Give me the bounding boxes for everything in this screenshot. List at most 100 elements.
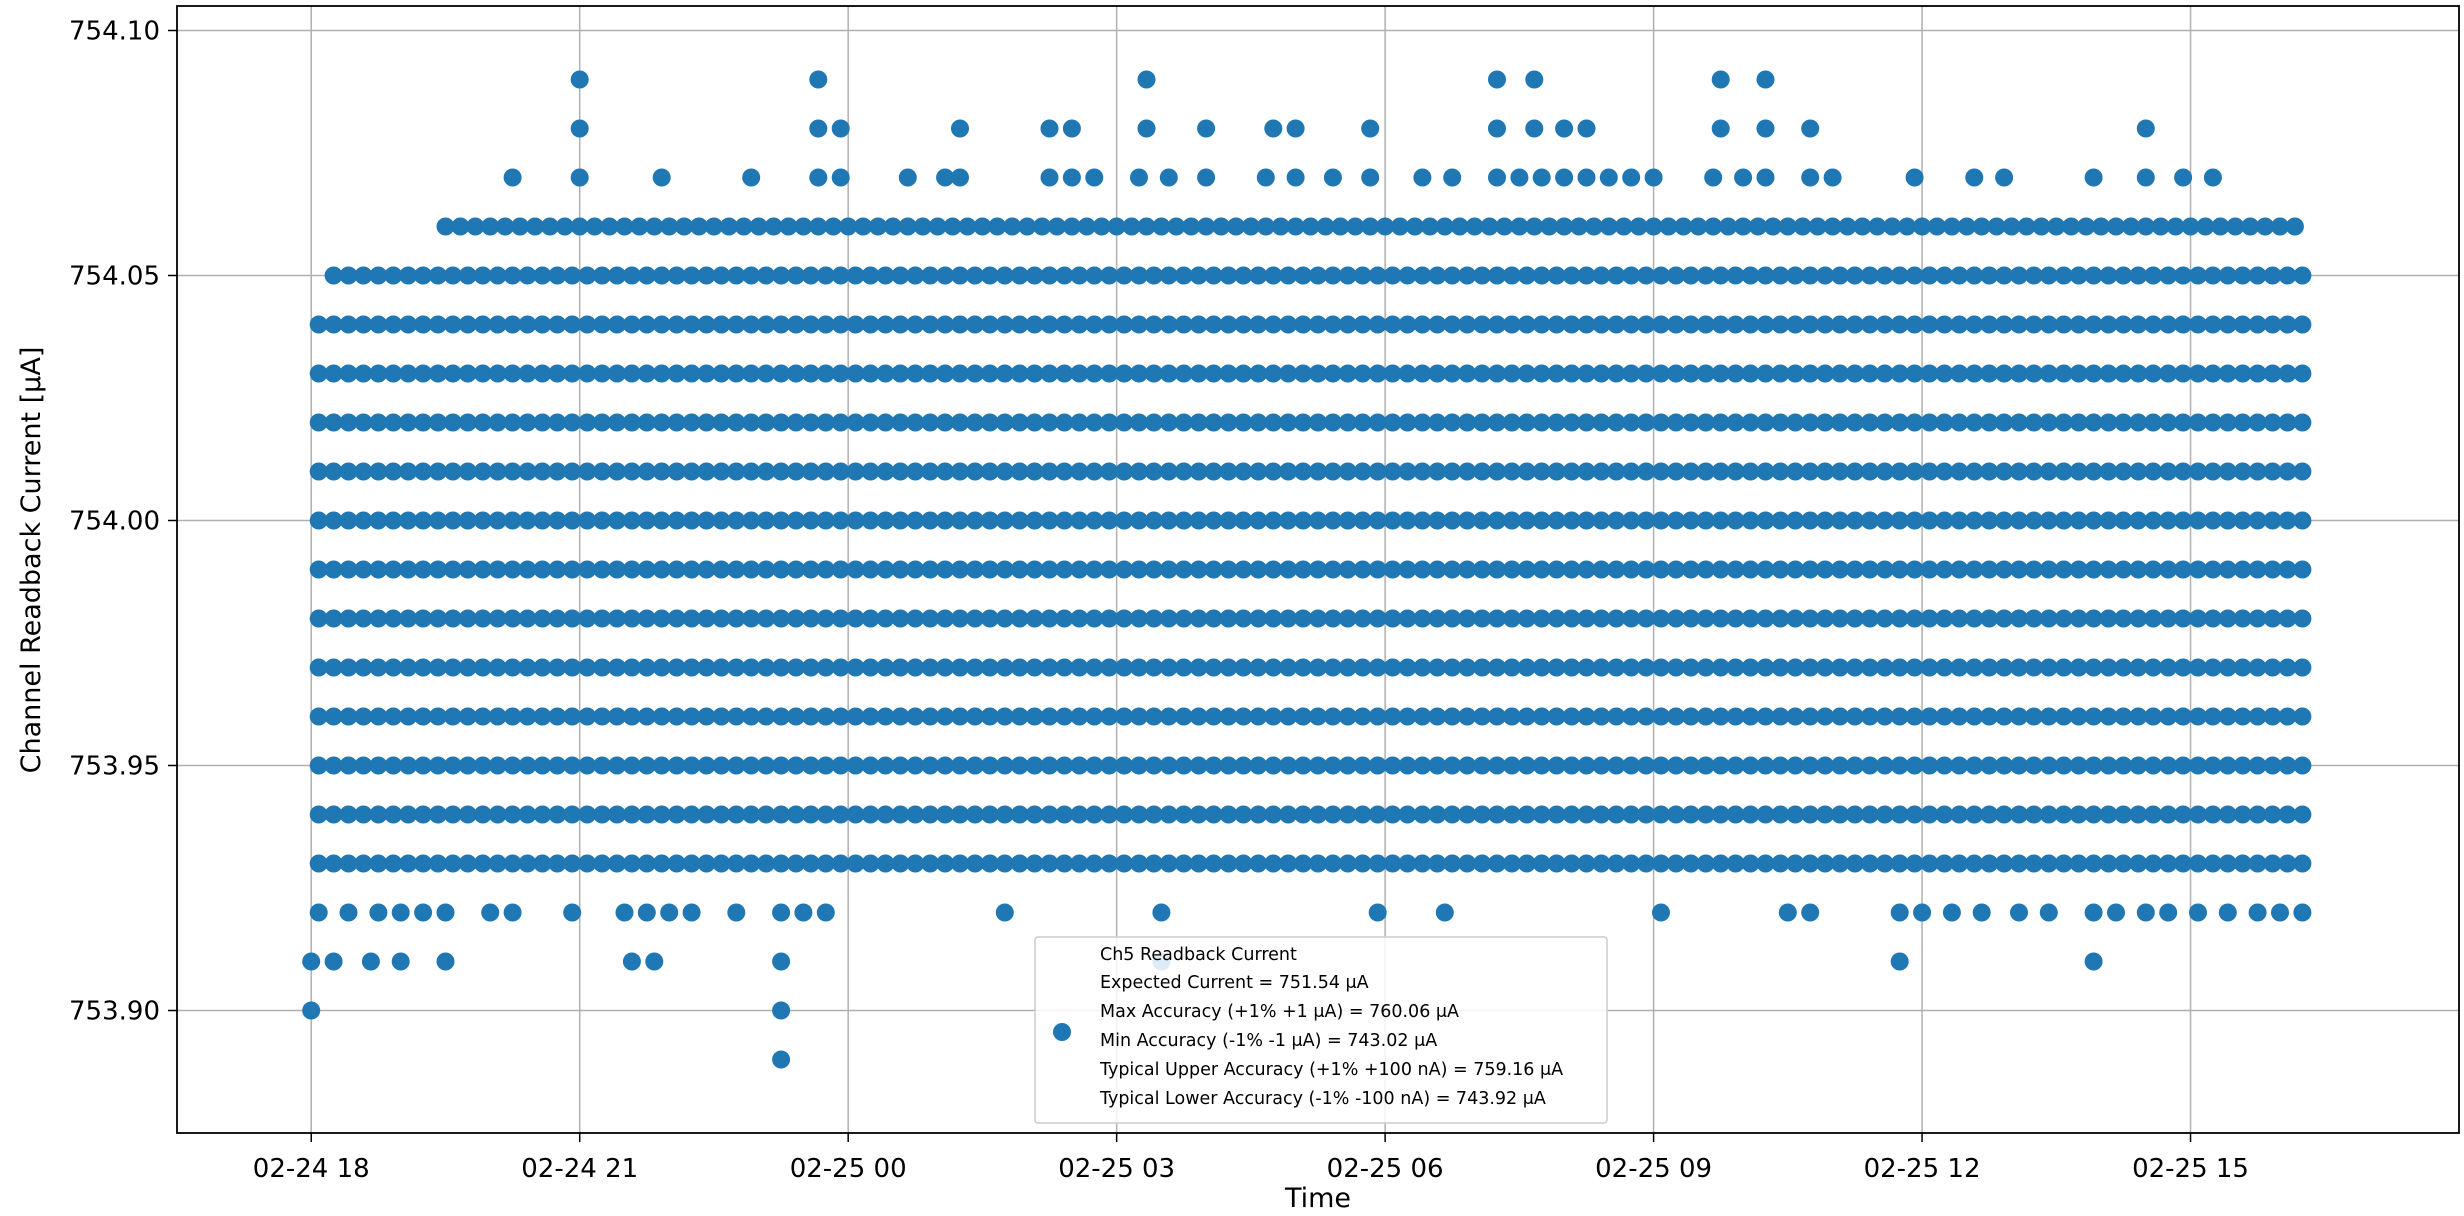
data-point bbox=[2039, 903, 2058, 922]
data-point bbox=[1965, 364, 1984, 383]
data-point bbox=[1353, 756, 1372, 775]
data-point bbox=[1577, 364, 1596, 383]
data-point bbox=[1249, 756, 1268, 775]
data-point bbox=[1562, 364, 1581, 383]
data-point bbox=[1726, 364, 1745, 383]
data-point bbox=[1010, 609, 1029, 628]
data-point bbox=[1905, 658, 1924, 677]
data-point bbox=[2084, 560, 2103, 579]
data-point bbox=[1473, 609, 1492, 628]
data-point bbox=[458, 413, 477, 432]
data-point bbox=[1756, 119, 1775, 138]
data-point bbox=[1338, 609, 1357, 628]
data-point bbox=[2114, 266, 2133, 285]
data-point bbox=[1294, 756, 1313, 775]
data-point bbox=[712, 756, 731, 775]
data-point bbox=[1174, 756, 1193, 775]
data-point bbox=[1965, 315, 1984, 334]
data-point bbox=[1204, 560, 1223, 579]
data-point bbox=[1234, 609, 1253, 628]
data-point bbox=[2039, 315, 2058, 334]
data-point bbox=[891, 756, 910, 775]
data-point bbox=[1085, 168, 1104, 187]
data-point bbox=[980, 462, 999, 481]
data-point bbox=[861, 364, 880, 383]
data-point bbox=[1353, 805, 1372, 824]
data-point bbox=[1577, 413, 1596, 432]
data-point bbox=[846, 805, 865, 824]
data-point bbox=[1144, 805, 1163, 824]
data-point bbox=[1055, 413, 1074, 432]
data-point bbox=[458, 609, 477, 628]
data-point bbox=[1309, 707, 1327, 726]
data-point bbox=[1831, 266, 1849, 285]
data-point bbox=[548, 462, 567, 481]
data-point bbox=[1219, 511, 1238, 530]
data-point bbox=[816, 266, 835, 285]
data-point bbox=[995, 511, 1014, 530]
data-point bbox=[1420, 217, 1439, 236]
data-point bbox=[2084, 854, 2103, 873]
data-point bbox=[2293, 266, 2312, 285]
data-point bbox=[1368, 560, 1387, 579]
data-point bbox=[1219, 707, 1238, 726]
data-point bbox=[443, 462, 462, 481]
data-point bbox=[2017, 217, 2036, 236]
data-point bbox=[1540, 217, 1559, 236]
data-point bbox=[1264, 413, 1283, 432]
data-point bbox=[1905, 315, 1924, 334]
data-point bbox=[2233, 511, 2252, 530]
data-point bbox=[1309, 511, 1327, 530]
data-point bbox=[1204, 364, 1223, 383]
data-point bbox=[809, 168, 828, 187]
data-point bbox=[563, 266, 582, 285]
data-point bbox=[1152, 217, 1171, 236]
data-point bbox=[324, 609, 343, 628]
data-point bbox=[2293, 560, 2312, 579]
data-point bbox=[1890, 364, 1909, 383]
data-point bbox=[548, 854, 567, 873]
data-point bbox=[369, 413, 388, 432]
data-point bbox=[1704, 168, 1723, 187]
data-point bbox=[936, 315, 955, 334]
data-point bbox=[414, 805, 433, 824]
data-point bbox=[1995, 658, 2014, 677]
data-point bbox=[622, 609, 641, 628]
x-axis-ticks: 02-24 18 02-24 21 02-25 00 02-25 03 02-25 06… bbox=[253, 1133, 2249, 1184]
data-point bbox=[1092, 217, 1111, 236]
data-point bbox=[2039, 805, 2058, 824]
data-point bbox=[533, 315, 552, 334]
data-point bbox=[995, 658, 1014, 677]
data-point bbox=[1502, 805, 1521, 824]
data-point bbox=[2233, 658, 2252, 677]
data-point bbox=[801, 609, 820, 628]
data-point bbox=[414, 658, 433, 677]
data-point bbox=[1547, 707, 1566, 726]
data-point bbox=[801, 805, 820, 824]
data-point bbox=[2278, 364, 2297, 383]
data-point bbox=[1756, 560, 1775, 579]
data-point bbox=[1115, 315, 1134, 334]
data-point bbox=[1055, 511, 1074, 530]
data-point bbox=[787, 462, 805, 481]
data-point bbox=[1756, 511, 1775, 530]
data-point bbox=[518, 462, 537, 481]
data-point bbox=[2010, 266, 2028, 285]
data-point bbox=[2189, 903, 2207, 922]
data-point bbox=[1249, 609, 1268, 628]
data-point bbox=[1488, 854, 1506, 873]
data-point bbox=[749, 217, 768, 236]
data-point bbox=[1279, 315, 1298, 334]
data-point bbox=[1443, 462, 1462, 481]
data-point bbox=[697, 266, 716, 285]
data-point bbox=[1010, 315, 1029, 334]
data-point bbox=[1085, 413, 1104, 432]
data-point bbox=[1890, 609, 1909, 628]
data-point bbox=[1085, 609, 1104, 628]
data-point bbox=[1592, 462, 1611, 481]
data-point bbox=[2151, 217, 2170, 236]
data-point bbox=[861, 756, 880, 775]
data-point bbox=[1801, 315, 1820, 334]
data-point bbox=[443, 315, 462, 334]
data-point bbox=[511, 217, 529, 236]
